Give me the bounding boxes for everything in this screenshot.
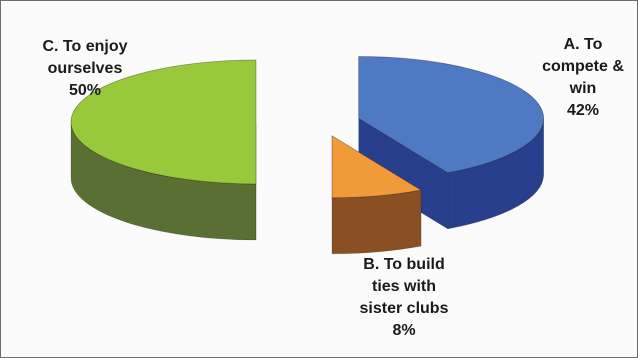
slice-label-a: A. To compete & win 42%	[533, 34, 633, 122]
slice-label-b-value: 8%	[392, 322, 416, 339]
pie-slice-a	[358, 56, 545, 230]
slice-label-c-value: 50%	[68, 82, 102, 99]
pie-slice-b-top	[331, 135, 423, 199]
pie-slice-a-top	[358, 56, 545, 174]
slice-label-b: B. To build ties with sister clubs 8%	[344, 254, 464, 342]
slice-label-b-line-1: B. To build	[363, 256, 445, 273]
slice-label-c: C. To enjoy ourselves 50%	[20, 36, 150, 102]
slice-label-c-line-2: ourselves	[47, 60, 123, 77]
slice-label-c-line-1: C. To enjoy	[42, 38, 128, 55]
slice-label-b-line-3: sister clubs	[359, 300, 449, 317]
pie-slice-c-top	[70, 59, 257, 185]
slice-label-b-line-2: ties with	[371, 278, 436, 295]
pie-slice-b-side	[331, 189, 422, 255]
slice-label-a-line-2: compete &	[542, 58, 624, 75]
slice-label-a-line-1: A. To	[563, 36, 603, 53]
pie-slice-b	[331, 135, 423, 255]
slice-label-a-value: 42%	[566, 102, 600, 119]
pie-slice-c	[70, 59, 257, 241]
pie-slices	[70, 56, 545, 255]
slice-label-a-line-3: win	[569, 80, 597, 97]
